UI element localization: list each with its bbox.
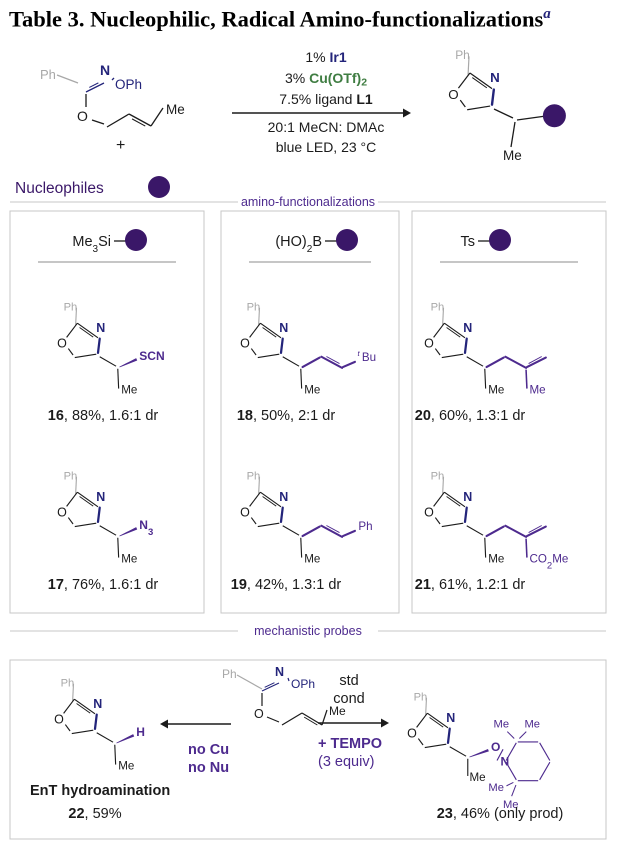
svg-text:N3: N3 <box>139 518 153 538</box>
svg-text:N: N <box>96 321 105 335</box>
svg-text:Ph: Ph <box>455 48 470 62</box>
svg-text:7.5% ligand L1: 7.5% ligand L1 <box>279 91 373 107</box>
svg-text:Me: Me <box>304 553 320 566</box>
svg-text:O: O <box>254 707 264 721</box>
svg-text:O: O <box>448 87 458 102</box>
svg-text:Me: Me <box>488 553 504 566</box>
svg-text:N: N <box>446 711 455 725</box>
svg-text:Ph: Ph <box>358 520 372 533</box>
svg-text:22, 59%: 22, 59% <box>68 806 121 822</box>
svg-text:Ph: Ph <box>247 470 261 482</box>
svg-text:t: t <box>358 349 361 358</box>
svg-text:N: N <box>100 62 110 78</box>
svg-text:O: O <box>407 727 417 741</box>
svg-text:Ph: Ph <box>64 470 78 482</box>
svg-text:N: N <box>279 321 288 335</box>
svg-text:blue LED, 23 °C: blue LED, 23 °C <box>276 139 377 155</box>
svg-text:18, 50%, 2:1 dr: 18, 50%, 2:1 dr <box>237 408 336 424</box>
svg-text:17, 76%, 1.6:1 dr: 17, 76%, 1.6:1 dr <box>48 577 159 593</box>
svg-text:16, 88%, 1.6:1 dr: 16, 88%, 1.6:1 dr <box>48 408 159 424</box>
svg-text:Bu: Bu <box>362 351 376 364</box>
svg-text:Me: Me <box>121 553 137 566</box>
svg-text:O: O <box>240 337 250 351</box>
svg-text:OPh: OPh <box>115 77 142 92</box>
svg-text:+: + <box>116 137 125 154</box>
svg-text:Me: Me <box>166 102 185 117</box>
svg-text:N: N <box>463 321 472 335</box>
svg-text:23, 46% (only prod): 23, 46% (only prod) <box>437 806 564 822</box>
svg-text:CO2Me: CO2Me <box>530 553 569 572</box>
svg-text:SCN: SCN <box>139 349 164 363</box>
svg-text:Me: Me <box>304 384 320 397</box>
svg-text:EnT hydroamination: EnT hydroamination <box>30 783 170 799</box>
svg-text:Me: Me <box>494 718 510 730</box>
svg-text:O: O <box>57 506 67 520</box>
svg-text:Me: Me <box>503 148 522 163</box>
svg-text:Ph: Ph <box>40 67 56 82</box>
svg-text:Me3Si: Me3Si <box>72 234 111 255</box>
svg-text:O: O <box>77 108 88 124</box>
svg-text:N: N <box>275 665 284 679</box>
svg-text:Me: Me <box>525 718 541 730</box>
svg-text:Ph: Ph <box>431 470 445 482</box>
svg-text:(HO)2B: (HO)2B <box>275 234 322 255</box>
svg-text:H: H <box>136 725 145 739</box>
svg-text:O: O <box>424 506 434 520</box>
svg-text:Ph: Ph <box>414 691 428 703</box>
svg-text:Ts: Ts <box>461 234 476 250</box>
svg-text:OPh: OPh <box>291 677 315 691</box>
svg-text:Me: Me <box>470 771 486 784</box>
svg-text:O: O <box>240 506 250 520</box>
svg-text:20:1 MeCN: DMAc: 20:1 MeCN: DMAc <box>268 119 385 135</box>
svg-text:O: O <box>54 713 64 727</box>
svg-text:no Nu: no Nu <box>188 760 229 776</box>
svg-text:Ph: Ph <box>64 301 78 313</box>
svg-text:(3 equiv): (3 equiv) <box>318 754 374 770</box>
svg-text:1% Ir1: 1% Ir1 <box>305 49 346 65</box>
svg-text:N: N <box>490 70 500 85</box>
svg-text:3% Cu(OTf)2: 3% Cu(OTf)2 <box>285 70 367 89</box>
svg-text:20, 60%, 1.3:1 dr: 20, 60%, 1.3:1 dr <box>415 408 526 424</box>
svg-text:std: std <box>339 673 358 689</box>
svg-text:Ph: Ph <box>61 677 75 689</box>
svg-text:19, 42%, 1.3:1 dr: 19, 42%, 1.3:1 dr <box>231 577 342 593</box>
svg-text:O: O <box>491 740 500 754</box>
svg-text:N: N <box>463 490 472 504</box>
svg-text:cond: cond <box>333 691 364 707</box>
svg-text:N: N <box>96 490 105 504</box>
svg-text:21, 61%, 1.2:1 dr: 21, 61%, 1.2:1 dr <box>415 577 526 593</box>
svg-text:no Cu: no Cu <box>188 742 229 758</box>
svg-text:Ph: Ph <box>431 301 445 313</box>
svg-text:Me: Me <box>488 782 504 794</box>
svg-text:Me: Me <box>118 760 134 773</box>
svg-text:Me: Me <box>530 384 546 397</box>
svg-text:Nucleophiles: Nucleophiles <box>15 180 104 197</box>
svg-text:mechanistic probes: mechanistic probes <box>254 624 362 638</box>
svg-text:Ph: Ph <box>247 301 261 313</box>
svg-text:N: N <box>279 490 288 504</box>
svg-text:O: O <box>424 337 434 351</box>
svg-text:Me: Me <box>121 384 137 397</box>
svg-text:Me: Me <box>488 384 504 397</box>
svg-text:amino-functionalizations: amino-functionalizations <box>241 195 375 209</box>
svg-text:N: N <box>93 697 102 711</box>
svg-text:+ TEMPO: + TEMPO <box>318 736 382 752</box>
svg-text:O: O <box>57 337 67 351</box>
svg-text:Ph: Ph <box>222 667 237 681</box>
